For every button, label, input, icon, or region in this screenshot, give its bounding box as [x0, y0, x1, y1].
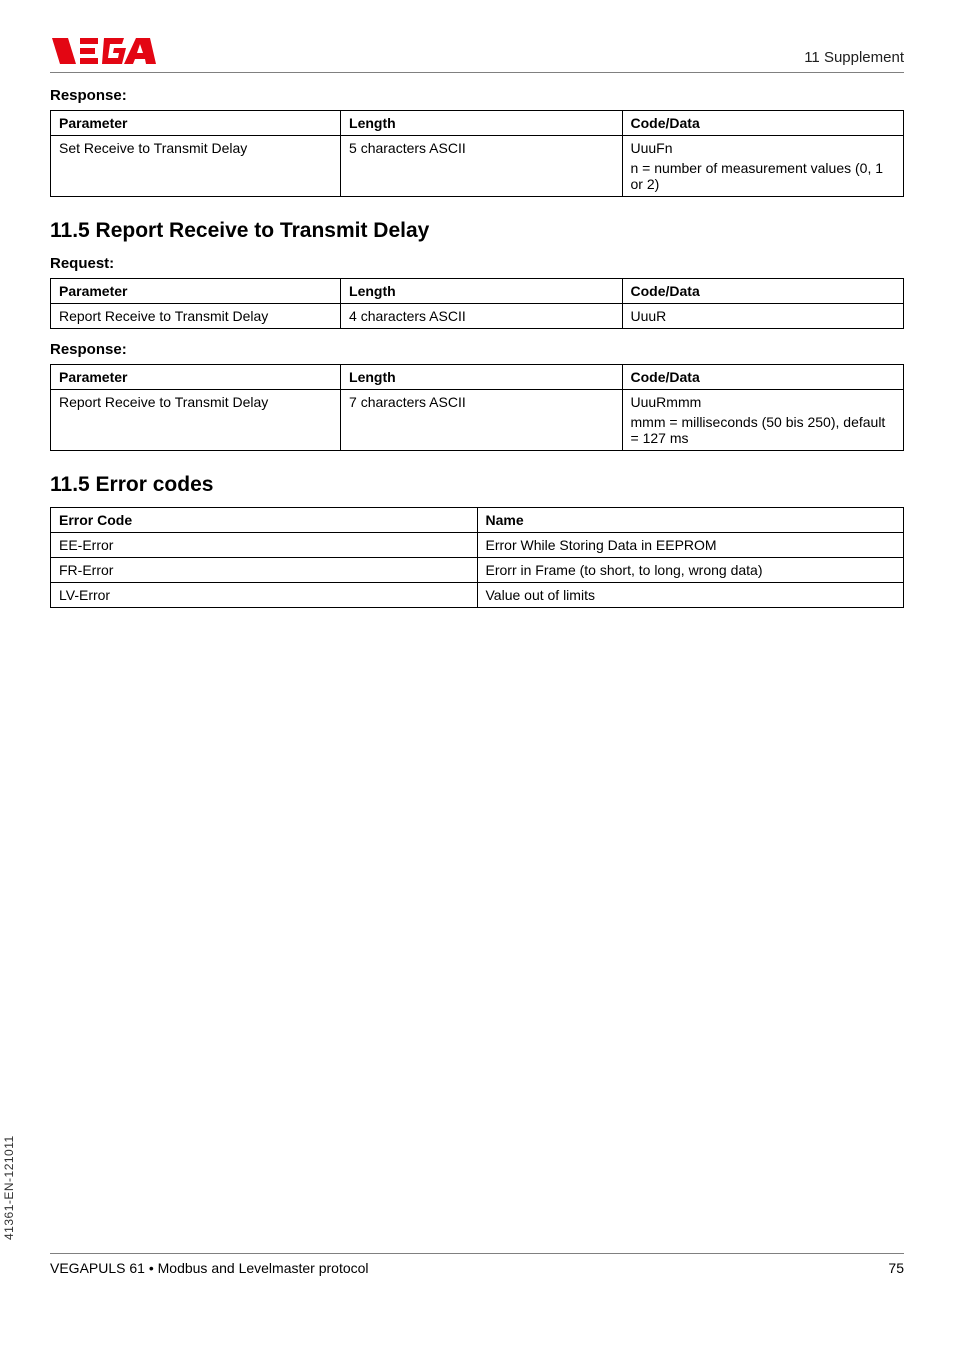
- code-line-2: n = number of measurement values (0, 1 o…: [631, 160, 896, 192]
- request-heading-2: Request:: [50, 255, 904, 272]
- td-code-data: UuuR: [622, 304, 904, 329]
- th-parameter: Parameter: [51, 365, 341, 390]
- section-heading-errors: 11.5 Error codes: [50, 473, 904, 497]
- th-length: Length: [341, 279, 622, 304]
- td-code-data: UuuFn n = number of measurement values (…: [622, 136, 904, 197]
- td-error-code: LV-Error: [51, 583, 478, 608]
- td-parameter: Report Receive to Transmit Delay: [51, 390, 341, 451]
- th-error-name: Name: [477, 508, 904, 533]
- td-parameter: Set Receive to Transmit Delay: [51, 136, 341, 197]
- table-row: LV-Error Value out of limits: [51, 583, 904, 608]
- section-heading-report: 11.5 Report Receive to Transmit Delay: [50, 219, 904, 243]
- response-table-2: Parameter Length Code/Data Report Receiv…: [50, 364, 904, 451]
- document-id-label: 41361-EN-121011: [2, 1135, 16, 1240]
- page-header: 11 Supplement: [50, 36, 904, 73]
- td-error-name: Erorr in Frame (to short, to long, wrong…: [477, 558, 904, 583]
- td-error-code: FR-Error: [51, 558, 478, 583]
- td-length: 4 characters ASCII: [341, 304, 622, 329]
- th-code-data: Code/Data: [622, 279, 904, 304]
- td-parameter: Report Receive to Transmit Delay: [51, 304, 341, 329]
- table-row: FR-Error Erorr in Frame (to short, to lo…: [51, 558, 904, 583]
- td-error-code: EE-Error: [51, 533, 478, 558]
- th-parameter: Parameter: [51, 279, 341, 304]
- th-length: Length: [341, 111, 622, 136]
- td-code-data: UuuRmmm mmm = milliseconds (50 bis 250),…: [622, 390, 904, 451]
- th-error-code: Error Code: [51, 508, 478, 533]
- td-length: 5 characters ASCII: [341, 136, 622, 197]
- page: 11 Supplement Response: Parameter Length…: [0, 0, 954, 1300]
- vega-logo: [50, 36, 158, 66]
- code-line-1: UuuFn: [631, 140, 896, 156]
- th-code-data: Code/Data: [622, 365, 904, 390]
- th-length: Length: [341, 365, 622, 390]
- response-heading-1: Response:: [50, 87, 904, 104]
- code-line-1: UuuRmmm: [631, 394, 896, 410]
- footer-page-number: 75: [888, 1260, 904, 1276]
- header-section-label: 11 Supplement: [804, 49, 904, 66]
- th-code-data: Code/Data: [622, 111, 904, 136]
- code-line-2: mmm = milliseconds (50 bis 250), default…: [631, 414, 896, 446]
- response-heading-2: Response:: [50, 341, 904, 358]
- td-error-name: Error While Storing Data in EEPROM: [477, 533, 904, 558]
- request-table-2: Parameter Length Code/Data Report Receiv…: [50, 278, 904, 329]
- td-length: 7 characters ASCII: [341, 390, 622, 451]
- th-parameter: Parameter: [51, 111, 341, 136]
- table-row: EE-Error Error While Storing Data in EEP…: [51, 533, 904, 558]
- error-codes-table: Error Code Name EE-Error Error While Sto…: [50, 507, 904, 608]
- response-table-1: Parameter Length Code/Data Set Receive t…: [50, 110, 904, 197]
- footer-title: VEGAPULS 61 • Modbus and Levelmaster pro…: [50, 1260, 369, 1276]
- td-error-name: Value out of limits: [477, 583, 904, 608]
- page-footer: VEGAPULS 61 • Modbus and Levelmaster pro…: [50, 1253, 904, 1276]
